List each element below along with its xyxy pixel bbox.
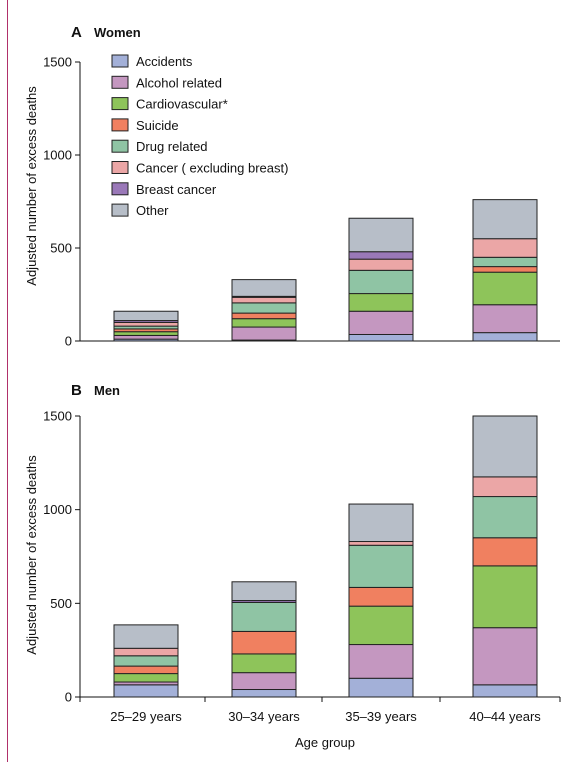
legend-label: Other bbox=[136, 203, 169, 218]
bar-segment bbox=[348, 310, 414, 335]
bar-segment bbox=[472, 627, 538, 686]
bar-segment bbox=[348, 541, 414, 546]
y-tick-label: 1000 bbox=[43, 148, 72, 163]
legend-label: Cardiovascular* bbox=[136, 97, 228, 112]
bar-segment bbox=[231, 326, 297, 341]
bar-segment bbox=[348, 333, 414, 342]
bar-segment bbox=[113, 334, 179, 340]
legend-swatch bbox=[111, 161, 129, 174]
panel-letter: B bbox=[71, 382, 82, 399]
panel-title: Women bbox=[94, 25, 141, 40]
bar-segment bbox=[113, 684, 179, 698]
legend-label: Cancer ( excluding breast) bbox=[136, 161, 288, 176]
legend-swatch bbox=[111, 182, 129, 196]
plot-area: 0 500 1000 1500 bbox=[43, 55, 560, 349]
x-tick-label: 40–44 years bbox=[469, 709, 541, 724]
y-axis-title: Adjusted number of excess deaths bbox=[24, 86, 39, 286]
plot-area: 0 500 1000 1500 25–29 years 30–34 years 35–39 … bbox=[43, 409, 561, 724]
panel-letter: A bbox=[71, 24, 82, 41]
bar-segment bbox=[348, 269, 414, 295]
bar-segment bbox=[472, 304, 538, 334]
bar-segment bbox=[113, 647, 179, 657]
legend-swatch bbox=[111, 54, 129, 68]
y-tick-label: 1000 bbox=[43, 502, 72, 517]
bar-segment bbox=[231, 312, 297, 320]
bar-segment bbox=[348, 503, 414, 543]
bar-segment bbox=[472, 565, 538, 629]
bar-segment bbox=[113, 331, 179, 336]
bar-segment bbox=[472, 332, 538, 342]
panel-title: Men bbox=[94, 383, 120, 398]
legend-swatch bbox=[111, 139, 129, 153]
bar-segment bbox=[472, 415, 538, 478]
bar-segment bbox=[113, 673, 179, 683]
y-tick-label: 500 bbox=[50, 596, 72, 611]
x-tick-label: 25–29 years bbox=[110, 709, 182, 724]
bar-segment bbox=[348, 251, 414, 260]
bar-segment bbox=[348, 217, 414, 253]
bar-segment bbox=[472, 271, 538, 306]
page-margin-rule bbox=[7, 0, 8, 762]
bar-segment bbox=[231, 689, 297, 698]
bar-segment bbox=[113, 665, 179, 675]
bar-segment bbox=[472, 256, 538, 268]
y-tick-label: 0 bbox=[65, 690, 72, 705]
bar-segment bbox=[113, 655, 179, 667]
bar-segment bbox=[472, 537, 538, 567]
bar-segment bbox=[348, 605, 414, 646]
x-axis-title: Age group bbox=[295, 735, 355, 750]
y-tick-label: 500 bbox=[50, 241, 72, 256]
bar-segment bbox=[348, 544, 414, 588]
bar-segment bbox=[472, 476, 538, 498]
panel-men: B Men Adjusted number of excess deaths A… bbox=[24, 382, 561, 750]
bar-segment bbox=[348, 677, 414, 698]
legend-swatch bbox=[111, 118, 129, 132]
y-axis-title: Adjusted number of excess deaths bbox=[24, 455, 39, 655]
bar-segment bbox=[231, 653, 297, 674]
y-tick-label: 1500 bbox=[43, 409, 72, 424]
bar-segment bbox=[348, 258, 414, 271]
bar-segment bbox=[231, 601, 297, 632]
legend-label: Suicide bbox=[136, 118, 179, 133]
bar-segment bbox=[231, 318, 297, 328]
legend-swatch bbox=[111, 203, 129, 217]
legend-swatch bbox=[111, 75, 129, 89]
y-tick-label: 1500 bbox=[43, 55, 72, 70]
bar-segment bbox=[231, 279, 297, 297]
bar-segment bbox=[113, 321, 179, 327]
x-tick-label: 35–39 years bbox=[345, 709, 417, 724]
bar-segment bbox=[231, 302, 297, 314]
legend-label: Alcohol related bbox=[136, 75, 222, 90]
legend-label: Breast cancer bbox=[136, 182, 217, 197]
bar-segment bbox=[231, 296, 297, 304]
bar-segment bbox=[231, 581, 297, 602]
legend-label: Accidents bbox=[136, 54, 193, 69]
y-tick-label: 0 bbox=[65, 334, 72, 349]
x-tick-label: 30–34 years bbox=[228, 709, 300, 724]
bar-segment bbox=[231, 630, 297, 655]
panel-women: A Women Adjusted number of excess deaths… bbox=[24, 24, 560, 349]
bar-segment bbox=[472, 684, 538, 698]
bar-segment bbox=[472, 266, 538, 273]
legend-label: Drug related bbox=[136, 139, 208, 154]
bar-segment bbox=[231, 672, 297, 691]
bar-segment bbox=[348, 586, 414, 607]
bar-segment bbox=[472, 199, 538, 240]
legend: Accidents Alcohol related Cardiovascular* S… bbox=[111, 54, 288, 218]
legend-swatch bbox=[111, 97, 129, 111]
bar-segment bbox=[348, 293, 414, 312]
bar-segment bbox=[348, 644, 414, 679]
bar-segment bbox=[113, 310, 179, 322]
bar-segment bbox=[472, 238, 538, 258]
bar-segment bbox=[113, 624, 179, 649]
bar-segment bbox=[472, 496, 538, 539]
